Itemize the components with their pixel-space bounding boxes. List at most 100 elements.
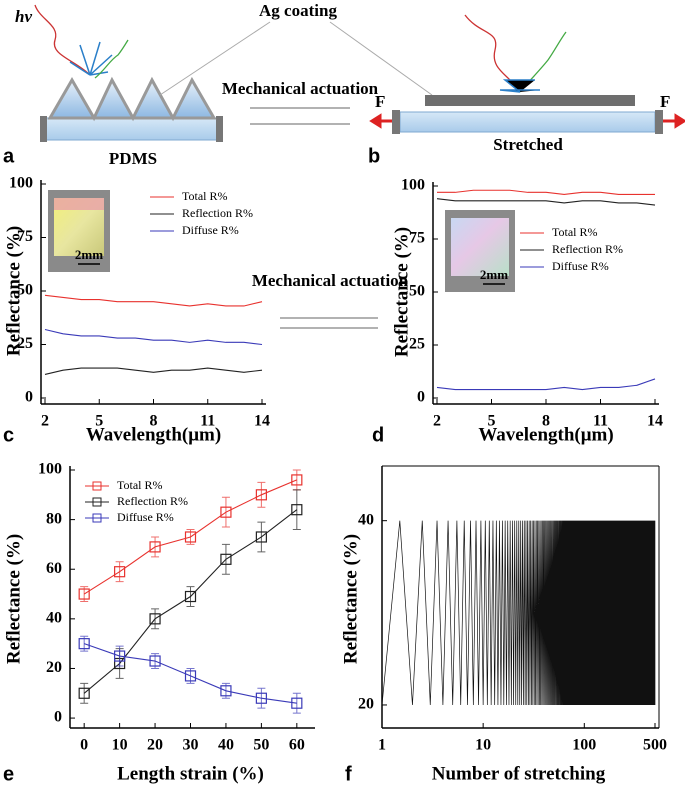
force-label: F	[375, 92, 385, 111]
legend-marker	[92, 513, 102, 523]
marker	[149, 613, 161, 625]
marker	[78, 588, 90, 600]
x-tick-label: 100	[572, 737, 596, 754]
x-tick-label: 14	[647, 413, 663, 430]
error-bar	[115, 645, 124, 667]
x-tick-label: 50	[253, 737, 269, 754]
scatter-arrows	[499, 79, 540, 93]
x-tick-label: 20	[147, 737, 163, 754]
x-tick-label: 5	[488, 413, 496, 430]
ag-layer	[425, 95, 635, 106]
x-tick-label: 11	[593, 413, 608, 430]
marker	[149, 655, 161, 667]
y-axis-label: Reflectance (%)	[391, 227, 412, 357]
legend-label: Diffuse R%	[117, 510, 174, 524]
light-ray	[464, 14, 521, 93]
y-tick-label: 100	[401, 177, 425, 194]
cycle-trace	[381, 520, 656, 705]
y-tick-label: 75	[409, 230, 425, 247]
x-tick-label: 40	[218, 737, 234, 754]
y-tick-label: 25	[17, 335, 33, 352]
x-tick-label: 14	[254, 413, 270, 430]
panel-letter: c	[3, 424, 14, 446]
error-bar	[292, 692, 301, 714]
pdms-label: PDMS	[109, 149, 157, 168]
marker	[184, 670, 197, 682]
force-arrow	[663, 113, 685, 129]
diagram-a	[34, 4, 433, 142]
marker	[255, 692, 267, 704]
x-tick-label: 8	[542, 413, 550, 430]
marker	[184, 590, 197, 603]
error-bar	[257, 687, 266, 709]
stretched-label: Stretched	[493, 135, 563, 154]
error-bar	[186, 586, 195, 607]
marker	[291, 697, 303, 709]
y-axis-label: Reflectance (%)	[3, 226, 24, 356]
y-tick-label: 75	[17, 228, 33, 245]
series-line	[44, 328, 263, 346]
clamp	[40, 116, 47, 142]
x-axis-label: Length strain (%)	[117, 763, 264, 784]
error-bar	[292, 489, 301, 531]
x-tick-label: 5	[95, 413, 103, 430]
x-tick-label: 500	[643, 737, 667, 754]
inset-photo	[451, 218, 509, 276]
marker	[255, 489, 267, 501]
force-label: F	[660, 92, 670, 111]
y-tick-label: 60	[46, 560, 62, 577]
x-tick-label: 0	[80, 737, 88, 754]
marker	[78, 638, 90, 650]
legend-marker	[92, 481, 102, 491]
legend-label: Reflection R%	[182, 206, 253, 220]
error-bar	[115, 561, 124, 583]
x-axis-label: Wavelength(μm)	[478, 424, 613, 445]
pdms-stretched	[399, 111, 656, 133]
y-tick-label: 40	[358, 511, 374, 528]
y-tick-label: 0	[54, 709, 62, 726]
legend-label: Reflection R%	[552, 242, 623, 256]
light-ray	[34, 4, 91, 76]
y-tick-label: 20	[46, 659, 62, 676]
x-tick-label: 10	[112, 737, 128, 754]
series-line	[436, 198, 656, 206]
x-tick-label: 8	[150, 413, 158, 430]
marker	[255, 531, 267, 543]
y-tick-label: 50	[17, 282, 33, 299]
panel-letter: d	[372, 424, 384, 446]
x-tick-label: 2	[41, 413, 49, 430]
panel-letter: e	[3, 763, 14, 785]
x-tick-label: 10	[475, 737, 491, 754]
pdms-base	[44, 117, 219, 141]
panel-letter: b	[368, 145, 380, 167]
marker	[184, 531, 197, 543]
marker	[220, 685, 232, 697]
y-tick-label: 0	[417, 389, 425, 406]
x-axis-label: Wavelength(μm)	[86, 424, 221, 445]
legend-label: Total R%	[552, 225, 598, 239]
error-bar	[221, 496, 230, 528]
legend-marker	[92, 497, 102, 507]
marker	[220, 553, 232, 565]
clamp	[655, 110, 663, 134]
error-bar	[151, 536, 160, 558]
legend-label: Total R%	[182, 189, 228, 203]
legend-label: Diffuse R%	[182, 223, 239, 237]
y-tick-label: 100	[38, 461, 62, 478]
actuation-label: Mechanical actuation	[252, 271, 409, 290]
legend-label: Diffuse R%	[552, 259, 609, 273]
y-tick-label: 20	[358, 696, 374, 713]
y-tick-label: 100	[9, 175, 33, 192]
x-tick-label: 30	[183, 737, 199, 754]
y-axis-label: Reflectance (%)	[3, 534, 24, 664]
marker	[220, 506, 232, 518]
marker	[78, 687, 90, 699]
series-line	[44, 294, 263, 307]
pyramids	[47, 76, 217, 122]
pointer	[159, 21, 271, 96]
y-tick-label: 40	[46, 610, 62, 627]
marker	[114, 650, 126, 662]
inset-scale-label: 2mm	[75, 247, 103, 262]
actuation-label: Mechanical actuation	[222, 79, 379, 98]
ag-label: Ag coating	[259, 1, 337, 20]
